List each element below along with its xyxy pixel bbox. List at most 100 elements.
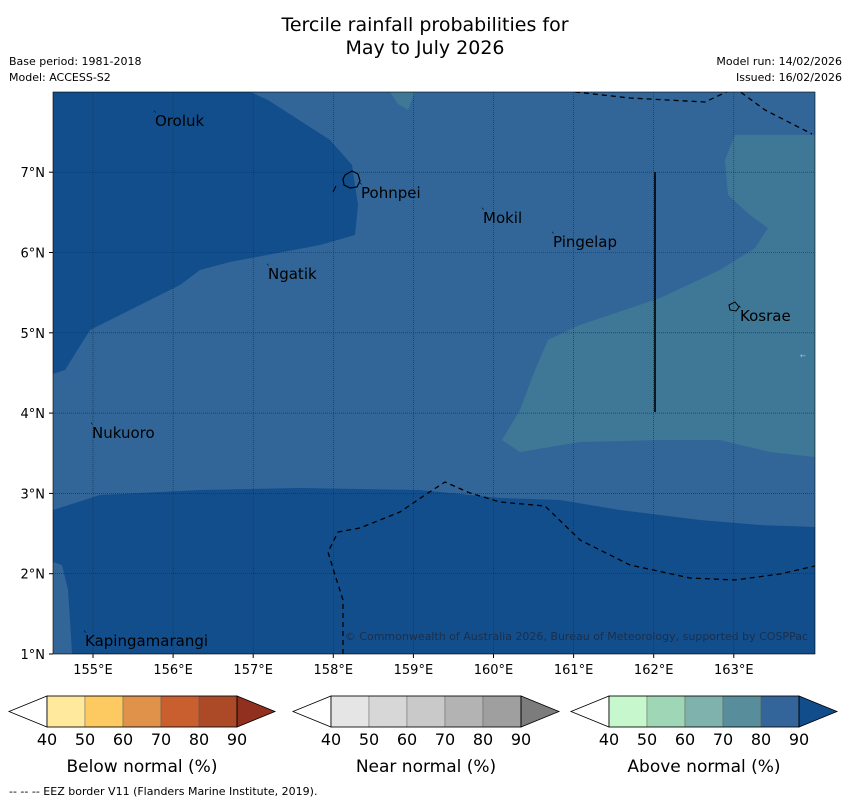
legend-swatch xyxy=(291,695,332,728)
lon-tick-label: 155°E xyxy=(73,663,113,678)
legend-swatch xyxy=(569,695,610,728)
legend-tick: 70 xyxy=(151,730,171,749)
graticule xyxy=(53,92,815,654)
legend-tick: 50 xyxy=(637,730,657,749)
lon-tick-label: 160°E xyxy=(474,663,514,678)
lon-tick-label: 157°E xyxy=(233,663,273,678)
lat-tick-label: 2°N xyxy=(21,568,46,583)
legend-swatch xyxy=(236,695,277,728)
legend-swatch xyxy=(520,695,561,728)
legend-swatch xyxy=(7,695,48,728)
legend-swatch xyxy=(198,695,238,728)
title-line1: Tercile rainfall probabilities for xyxy=(281,14,569,36)
region-above-80-north xyxy=(53,92,358,374)
place-label-pohnpei: Pohnpei xyxy=(361,184,421,202)
legend-tick: 50 xyxy=(75,730,95,749)
pohnpei-reef xyxy=(332,185,337,193)
lon-tick-label: 156°E xyxy=(153,663,193,678)
issued-date: Issued: 16/02/2026 xyxy=(735,71,842,84)
legend-swatch xyxy=(684,695,724,728)
copyright-text: © Commonwealth of Australia 2026, Bureau… xyxy=(345,630,808,643)
arrow-marker: ← xyxy=(800,352,806,360)
legend-swatch xyxy=(482,695,522,728)
legend-swatch xyxy=(84,695,124,728)
place-marker: ` xyxy=(359,182,364,193)
legend-swatch xyxy=(444,695,484,728)
model-name: Model: ACCESS-S2 xyxy=(9,71,111,84)
legend-title: Near normal (%) xyxy=(356,757,496,777)
lat-tick-label: 4°N xyxy=(21,407,46,422)
lat-tick-label: 3°N xyxy=(21,487,46,502)
place-marker: ` xyxy=(481,207,486,218)
lon-tick-label: 158°E xyxy=(314,663,354,678)
place-labels: `Oroluk`Pohnpei`Mokil`Pingelap`Ngatik`Ko… xyxy=(83,110,791,650)
legend-swatch xyxy=(368,695,408,728)
place-marker: ` xyxy=(551,231,556,242)
lat-tick-label: 6°N xyxy=(21,247,46,262)
pohnpei-island xyxy=(342,170,361,189)
legend-swatch xyxy=(760,695,800,728)
legend-above-normal: 40 50 60 70 80 90 Above normal (%) xyxy=(569,695,839,777)
region-above-60-north xyxy=(390,92,415,110)
place-marker: ` xyxy=(266,263,271,274)
region-above-70-sw xyxy=(53,562,72,654)
legend-tick: 40 xyxy=(599,730,619,749)
meta-right: Model run: 14/02/2026 Issued: 16/02/2026 xyxy=(716,54,842,86)
kosrae-island xyxy=(728,301,740,312)
legend-near-normal: 40 50 60 70 80 90 Near normal (%) xyxy=(291,695,561,777)
lat-tick-label: 7°N xyxy=(21,166,46,181)
legend-tick: 90 xyxy=(227,730,247,749)
legend-tick: 40 xyxy=(321,730,341,749)
title-line2: May to July 2026 xyxy=(345,37,505,59)
legend-swatch xyxy=(122,695,162,728)
legends: 40 50 60 70 80 90 Below normal (%) 40 50 60 70 80 90… xyxy=(7,695,839,777)
eez-border xyxy=(327,92,815,654)
meta-left: Base period: 1981-2018 Model: ACCESS-S2 xyxy=(9,54,141,86)
region-above-60-east xyxy=(502,92,815,457)
lat-tick-label: 1°N xyxy=(21,648,46,663)
legend-tick: 60 xyxy=(113,730,133,749)
region-above-80-south xyxy=(53,488,815,654)
lat-tick-label: 5°N xyxy=(21,327,46,342)
legend-title: Below normal (%) xyxy=(67,757,218,777)
lon-tick-label: 161°E xyxy=(554,663,594,678)
place-label-pingelap: Pingelap xyxy=(553,233,617,251)
lon-tick-label: 163°E xyxy=(714,663,754,678)
legend-tick: 70 xyxy=(713,730,733,749)
legend-tick: 80 xyxy=(189,730,209,749)
legend-tick: 70 xyxy=(435,730,455,749)
legend-tick: 60 xyxy=(675,730,695,749)
place-label-kapingamarangi: Kapingamarangi xyxy=(85,632,208,650)
legend-tick: 80 xyxy=(751,730,771,749)
chart-title: Tercile rainfall probabilities for May t… xyxy=(0,14,850,60)
place-marker: ` xyxy=(83,630,88,641)
place-label-oroluk: Oroluk xyxy=(155,112,204,130)
base-period: Base period: 1981-2018 xyxy=(9,55,142,68)
legend-swatch xyxy=(46,695,86,728)
place-marker: ` xyxy=(738,305,743,316)
legend-swatch xyxy=(646,695,686,728)
place-label-mokil: Mokil xyxy=(483,209,522,227)
legend-below-normal: 40 50 60 70 80 90 Below normal (%) xyxy=(7,695,277,777)
legend-tick: 40 xyxy=(37,730,57,749)
legend-swatch xyxy=(722,695,762,728)
legend-swatch xyxy=(608,695,648,728)
place-label-nukuoro: Nukuoro xyxy=(92,424,155,442)
legend-tick: 80 xyxy=(473,730,493,749)
legend-tick: 50 xyxy=(359,730,379,749)
place-label-ngatik: Ngatik xyxy=(268,265,317,283)
map-frame xyxy=(52,91,816,655)
eez-footer: -- -- -- EEZ border V11 (Flanders Marine… xyxy=(9,785,318,798)
place-label-kosrae: Kosrae xyxy=(740,307,791,325)
model-run: Model run: 14/02/2026 xyxy=(716,55,842,68)
place-marker: ` xyxy=(153,110,158,121)
legend-swatch xyxy=(160,695,200,728)
map-plot-area: `Oroluk`Pohnpei`Mokil`Pingelap`Ngatik`Ko… xyxy=(53,92,815,654)
legend-title: Above normal (%) xyxy=(627,757,780,777)
legend-swatch xyxy=(798,695,839,728)
legend-tick: 60 xyxy=(397,730,417,749)
axes: 155°E 156°E 157°E 158°E 159°E 160°E 161°E 162°E… xyxy=(21,91,816,678)
place-marker: ` xyxy=(90,422,95,433)
legend-tick: 90 xyxy=(789,730,809,749)
